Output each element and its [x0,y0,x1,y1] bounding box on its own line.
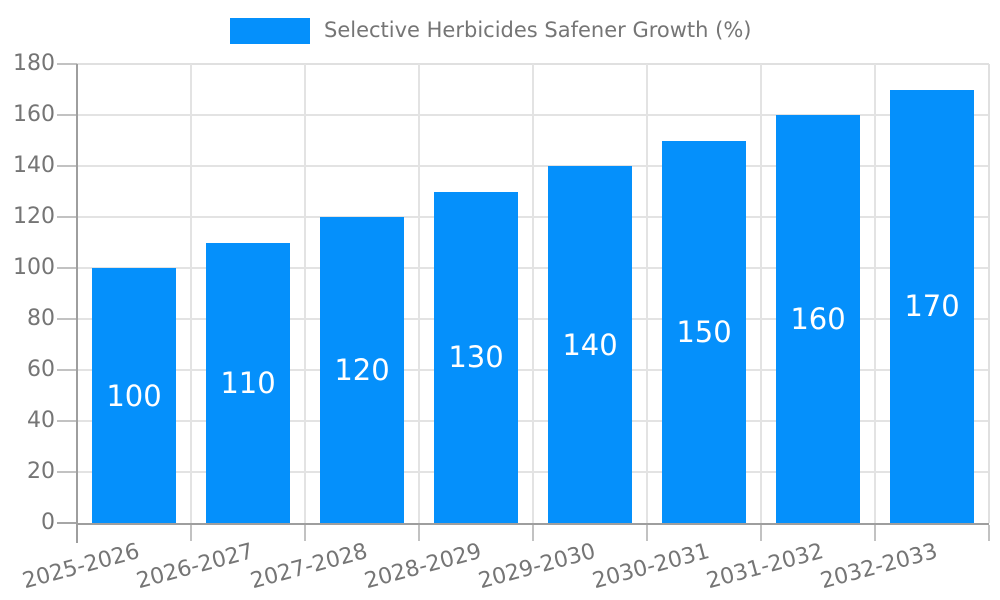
x-gridline [760,64,762,523]
y-axis-label: 120 [13,204,55,229]
x-gridline [532,64,534,523]
x-tick [874,525,876,541]
y-axis-label: 180 [13,51,55,76]
y-axis-label: 40 [27,408,55,433]
x-gridline [988,64,990,523]
legend-label: Selective Herbicides Safener Growth (%) [324,18,752,42]
x-gridline [646,64,648,523]
x-tick [646,525,648,541]
y-tick [57,267,77,269]
bar-2027-2028[interactable] [320,217,404,523]
y-axis-line [76,64,78,543]
x-gridline [190,64,192,523]
legend-swatch [230,17,310,44]
x-tick [304,525,306,541]
y-tick [57,114,77,116]
bar-2026-2027[interactable] [206,242,290,523]
y-axis-label: 100 [13,255,55,280]
x-tick [532,525,534,541]
y-tick [57,522,77,524]
x-gridline [304,64,306,523]
x-tick [418,525,420,541]
x-axis-line [77,523,989,525]
x-gridline [874,64,876,523]
y-tick [57,420,77,422]
bar-2032-2033[interactable] [890,89,974,523]
bar-2028-2029[interactable] [434,191,518,523]
bar-2031-2032[interactable] [776,115,860,523]
y-tick [57,63,77,65]
bar-2030-2031[interactable] [662,140,746,523]
x-gridline [418,64,420,523]
y-axis-label: 80 [27,306,55,331]
legend-item[interactable]: Selective Herbicides Safener Growth (%) [230,17,751,44]
y-tick [57,165,77,167]
y-axis-label: 140 [13,153,55,178]
x-tick [760,525,762,541]
y-tick [57,471,77,473]
y-tick [57,216,77,218]
y-axis-label: 160 [13,102,55,127]
y-axis-label: 20 [27,459,55,484]
bar-2029-2030[interactable] [548,166,632,523]
y-tick [57,369,77,371]
y-tick [57,318,77,320]
x-tick [988,525,990,541]
x-tick [190,525,192,541]
bar-2025-2026[interactable] [92,268,176,523]
y-axis-label: 60 [27,357,55,382]
y-axis-label: 0 [41,510,55,535]
